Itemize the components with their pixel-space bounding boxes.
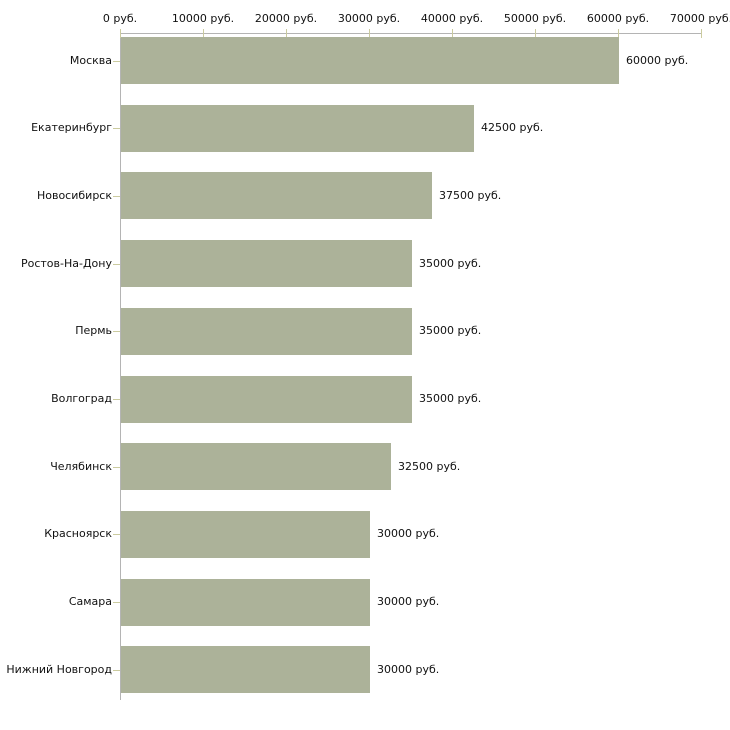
value-label: 37500 руб. bbox=[439, 189, 502, 202]
x-axis-tick bbox=[535, 29, 536, 38]
x-axis-tick bbox=[369, 29, 370, 38]
x-axis-tick-label: 30000 руб. bbox=[337, 12, 401, 25]
value-label: 35000 руб. bbox=[419, 324, 482, 337]
x-axis-tick bbox=[203, 29, 204, 38]
x-axis-tick-label: 20000 руб. bbox=[254, 12, 318, 25]
x-axis-tick bbox=[452, 29, 453, 38]
x-axis-tick-label: 0 руб. bbox=[102, 12, 138, 25]
bar bbox=[121, 443, 391, 491]
bar bbox=[121, 646, 370, 694]
category-label: Новосибирск bbox=[36, 189, 112, 202]
category-label: Пермь bbox=[75, 324, 112, 337]
category-label: Челябинск bbox=[50, 460, 112, 473]
category-label: Красноярск bbox=[44, 527, 112, 540]
y-axis-tick bbox=[113, 128, 120, 129]
y-axis-tick bbox=[113, 467, 120, 468]
x-axis-tick-label: 70000 руб. bbox=[669, 12, 730, 25]
value-label: 30000 руб. bbox=[377, 527, 440, 540]
category-label: Нижний Новгород bbox=[6, 663, 112, 676]
value-label: 35000 руб. bbox=[419, 257, 482, 270]
value-label: 30000 руб. bbox=[377, 595, 440, 608]
x-axis-tick-label: 10000 руб. bbox=[171, 12, 235, 25]
y-axis-tick bbox=[113, 331, 120, 332]
x-axis-tick bbox=[701, 29, 702, 38]
category-label: Москва bbox=[69, 54, 112, 67]
value-label: 42500 руб. bbox=[481, 121, 544, 134]
x-axis-tick bbox=[618, 29, 619, 38]
x-axis-tick-label: 50000 руб. bbox=[503, 12, 567, 25]
value-label: 32500 руб. bbox=[398, 460, 461, 473]
y-axis-tick bbox=[113, 399, 120, 400]
value-label: 60000 руб. bbox=[626, 54, 689, 67]
y-axis-tick bbox=[113, 670, 120, 671]
y-axis-tick bbox=[113, 602, 120, 603]
category-label: Екатеринбург bbox=[31, 121, 112, 134]
category-label: Самара bbox=[68, 595, 112, 608]
bar bbox=[121, 37, 619, 84]
x-axis-tick bbox=[120, 29, 121, 38]
bar bbox=[121, 172, 432, 220]
y-axis-tick bbox=[113, 534, 120, 535]
y-axis-tick bbox=[113, 264, 120, 265]
y-axis-tick bbox=[113, 196, 120, 197]
x-axis-tick-label: 60000 руб. bbox=[586, 12, 650, 25]
value-label: 30000 руб. bbox=[377, 663, 440, 676]
category-label: Ростов-На-Дону bbox=[20, 257, 112, 270]
x-axis-tick bbox=[286, 29, 287, 38]
category-label: Волгоград bbox=[51, 392, 112, 405]
bar bbox=[121, 240, 412, 288]
bar bbox=[121, 578, 370, 626]
y-axis-line bbox=[120, 33, 121, 700]
value-label: 35000 руб. bbox=[419, 392, 482, 405]
bar bbox=[121, 104, 474, 152]
bar bbox=[121, 510, 370, 558]
y-axis-tick bbox=[113, 61, 120, 62]
bar bbox=[121, 307, 412, 355]
bar bbox=[121, 375, 412, 423]
x-axis-line bbox=[120, 33, 702, 34]
x-axis-tick-label: 40000 руб. bbox=[420, 12, 484, 25]
